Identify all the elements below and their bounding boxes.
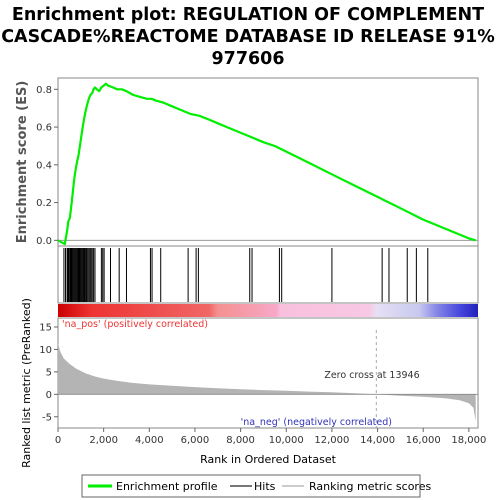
metric-tick-label: 0 — [46, 390, 52, 401]
legend-metric-label: Ranking metric scores — [309, 480, 431, 493]
legend-enrichment-label: Enrichment profile — [116, 480, 218, 493]
x-axis: 0 2,000 4,000 6,000 8,000 10,000 12,000 14,000 1… — [55, 428, 487, 446]
metric-tick-label: 5 — [46, 367, 52, 378]
neg-correlated-label: 'na_neg' (negatively correlated) — [241, 417, 392, 428]
x-axis-label: Rank in Ordered Dataset — [200, 453, 337, 466]
x-tick-label: 10,000 — [269, 435, 304, 446]
pos-correlated-label: 'na_pos' (positively correlated) — [62, 319, 208, 330]
es-tick-label: 0.4 — [36, 160, 52, 171]
zero-cross-label: Zero cross at 13946 — [324, 370, 419, 381]
x-tick-label: 0 — [55, 435, 61, 446]
x-tick-label: 18,000 — [451, 435, 486, 446]
x-tick-label: 6,000 — [181, 435, 210, 446]
hits-panel-frame — [58, 246, 478, 303]
es-tick-label: 0.6 — [36, 123, 52, 134]
metric-tick-label: -5 — [42, 412, 52, 423]
x-tick-label: 12,000 — [314, 435, 349, 446]
x-tick-label: 16,000 — [406, 435, 441, 446]
x-tick-label: 8,000 — [226, 435, 255, 446]
rank-color-bar — [58, 304, 478, 317]
x-tick-label: 2,000 — [89, 435, 118, 446]
metric-tick-label: 10 — [39, 345, 52, 356]
es-axis-label: Enrichment score (ES) — [15, 81, 30, 244]
metric-tick-label: 15 — [39, 322, 52, 333]
es-panel-frame — [58, 78, 478, 246]
chart-title-line-1: Enrichment plot: REGULATION OF COMPLEMEN… — [12, 5, 484, 25]
chart-title-line-3: 977606 — [211, 49, 284, 69]
metric-axis-label: Ranked list metric (PreRanked) — [20, 298, 33, 468]
chart-title-line-2: CASCADE%REACTOME DATABASE ID RELEASE 91% — [1, 27, 495, 47]
legend-hits-label: Hits — [254, 480, 276, 493]
es-tick-label: 0.2 — [36, 198, 52, 209]
x-tick-label: 4,000 — [135, 435, 164, 446]
es-tick-label: 0.8 — [36, 85, 52, 96]
x-tick-label: 14,000 — [360, 435, 395, 446]
es-tick-label: 0.0 — [36, 236, 52, 247]
legend: Enrichment profile Hits Ranking metric s… — [82, 475, 431, 497]
